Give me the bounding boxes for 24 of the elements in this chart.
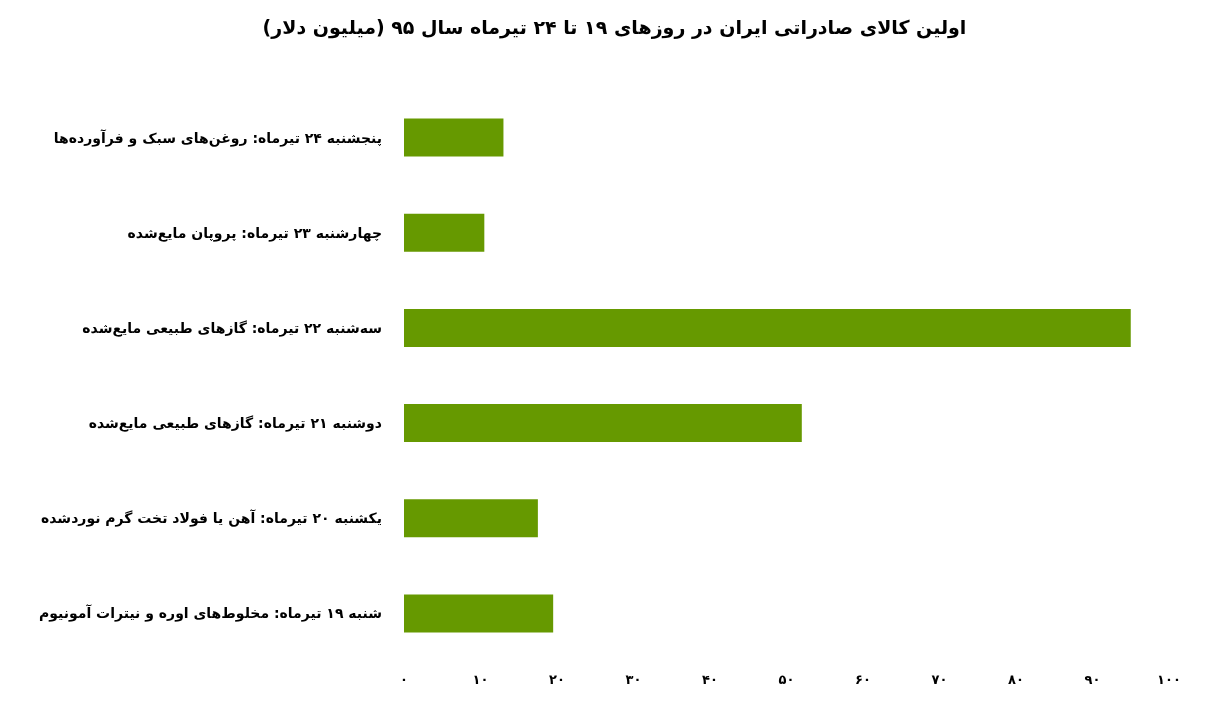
x-tick-label: ۱۰۰	[1157, 672, 1181, 687]
bar	[404, 404, 802, 443]
x-tick-label: ۹۰	[1084, 672, 1101, 687]
y-tick-label: پنجشنبه ۲۴ تیرماه: روغن‌های سبک و فرآورده‌ها	[53, 128, 382, 147]
bar	[404, 594, 554, 633]
y-tick-label: دوشنبه ۲۱ تیرماه: گازهای طبیعی مایع‌شده	[88, 415, 382, 433]
y-tick-label: یکشنبه ۲۰ تیرماه: آهن یا فولاد تخت گرم نوردشده	[41, 509, 382, 528]
bar	[404, 118, 504, 157]
x-tick-label: ۳۰	[625, 672, 642, 687]
y-tick-label: چهارشنبه ۲۳ تیرماه: پروپان مایع‌شده	[127, 224, 382, 242]
x-tick-label: ۱۰	[472, 672, 489, 687]
x-tick-label: ۶۰	[855, 672, 871, 687]
x-tick-label: ۵۰	[778, 672, 795, 687]
bar	[404, 308, 1131, 347]
chart-title: اولین کالای صادراتی ایران در روزهای ۱۹ تا ۲۴ تیرماه سال ۹۵ (میلیون دلار)	[262, 15, 967, 39]
bar	[404, 499, 538, 538]
x-tick-label: ۰	[400, 672, 408, 687]
bar	[404, 213, 485, 252]
y-tick-label: سه‌شنبه ۲۲ تیرماه: گازهای طبیعی مایع‌شده	[82, 319, 382, 337]
x-tick-label: ۸۰	[1008, 672, 1024, 687]
y-tick-label: شنبه ۱۹ تیرماه: مخلوط‌های اوره و نیترات آمونیوم	[38, 604, 382, 623]
x-tick-label: ۷۰	[931, 672, 948, 687]
x-tick-label: ۴۰	[702, 672, 718, 687]
x-tick-label: ۲۰	[549, 672, 565, 687]
